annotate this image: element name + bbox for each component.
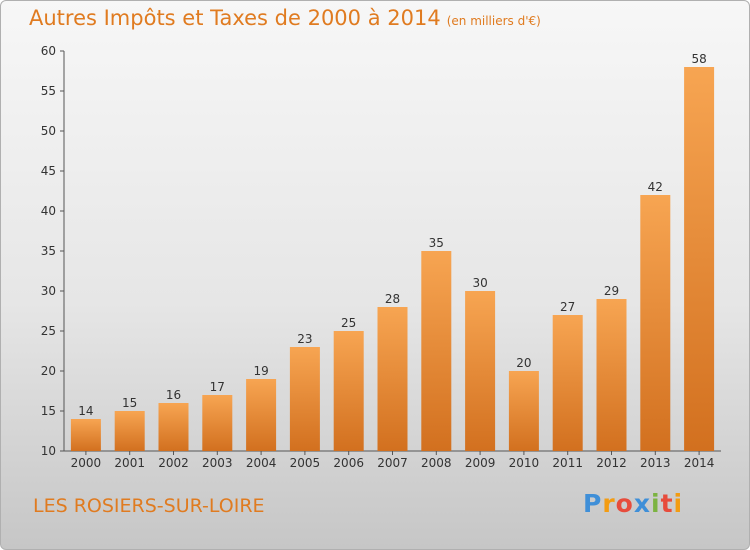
bar-2005 [289,347,320,451]
x-tick-label-2010: 2010 [509,456,540,470]
y-tick-label: 50 [41,124,56,138]
y-tick-label: 20 [41,364,56,378]
data-label-2005: 23 [297,332,312,346]
y-tick-label: 40 [41,204,56,218]
data-label-2007: 28 [385,292,400,306]
bar-2011 [552,315,583,451]
y-tick-label: 60 [41,44,56,58]
x-tick-label-2011: 2011 [552,456,583,470]
bar-2009 [465,291,496,451]
chart-title: Autres Impôts et Taxes de 2000 à 2014 (en… [29,6,541,30]
bar-2004 [246,379,277,451]
bar-2003 [202,395,233,451]
x-tick-label-2002: 2002 [158,456,189,470]
data-label-2004: 19 [253,364,268,378]
y-tick-label: 15 [41,404,56,418]
data-label-2009: 30 [472,276,487,290]
y-tick-label: 30 [41,284,56,298]
x-tick-label-2012: 2012 [596,456,627,470]
y-tick-label: 45 [41,164,56,178]
data-label-2001: 15 [122,396,137,410]
bar-2012 [596,299,627,451]
x-tick-label-2001: 2001 [114,456,145,470]
data-label-2014: 58 [691,52,706,66]
x-tick-label-2007: 2007 [377,456,408,470]
data-label-2002: 16 [166,388,181,402]
bar-2002 [158,403,189,451]
title-text: Autres Impôts et Taxes de 2000 à 2014 [29,6,441,30]
x-tick-label-2013: 2013 [640,456,671,470]
data-label-2006: 25 [341,316,356,330]
data-label-2012: 29 [604,284,619,298]
x-tick-label-2006: 2006 [333,456,364,470]
x-tick-label-2008: 2008 [421,456,452,470]
x-tick-label-2009: 2009 [465,456,496,470]
bar-2000 [70,419,101,451]
x-tick-label-2014: 2014 [684,456,715,470]
axes: 10 15 20 25 30 35 40 45 50 55 60 [41,44,721,458]
bar-2006 [333,331,364,451]
bar-2013 [640,195,671,451]
brand-logo: Proxiti [583,489,684,518]
x-tick-label-2004: 2004 [246,456,277,470]
x-tick-label-2000: 2000 [71,456,102,470]
bar-2001 [114,411,145,451]
y-tick-label: 35 [41,244,56,258]
y-tick-label: 10 [41,444,56,458]
bar-2008 [421,251,452,451]
labels-group: 14 2000 15 2001 16 2002 17 2003 19 2004 23 2005 25 20… [71,52,715,470]
y-tick-label: 55 [41,84,56,98]
location-label: LES ROSIERS-SUR-LOIRE [33,495,265,517]
data-label-2010: 20 [516,356,531,370]
chart-subtitle: (en milliers d'€) [446,14,541,28]
bars-group [70,67,715,451]
x-tick-label-2003: 2003 [202,456,233,470]
data-label-2000: 14 [78,404,93,418]
y-tick-label: 25 [41,324,56,338]
x-tick-label-2005: 2005 [290,456,321,470]
data-label-2008: 35 [429,236,444,250]
data-label-2003: 17 [210,380,225,394]
data-label-2011: 27 [560,300,575,314]
data-label-2013: 42 [648,180,663,194]
bar-2010 [508,371,539,451]
bar-2014 [684,67,715,451]
bar-2007 [377,307,408,451]
